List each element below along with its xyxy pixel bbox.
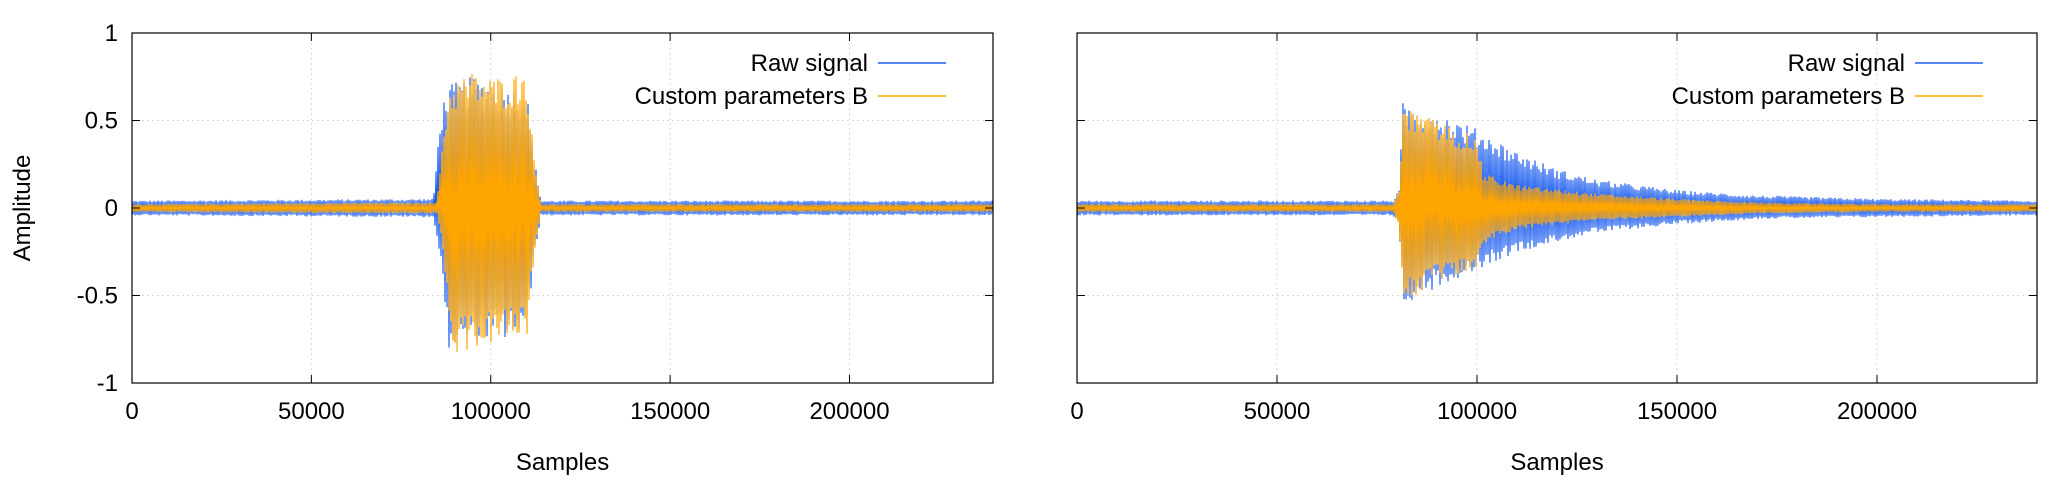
legend-label: Custom parameters B <box>635 83 868 110</box>
x-tick-label: 150000 <box>1637 398 1717 425</box>
series-line-custom-parameters-b <box>131 73 994 352</box>
legend-label: Custom parameters B <box>1672 83 1905 110</box>
right-chart-panel: 0 50000 100000 150000 200000 Samples Raw signa… <box>1070 32 2038 476</box>
series-line-raw-signal <box>1076 103 2038 300</box>
legend-label: Raw signal <box>1788 50 1905 77</box>
x-tick-label: 0 <box>125 398 138 425</box>
y-tick-label: -0.5 <box>77 283 118 310</box>
y-tick-label: 1 <box>105 20 118 47</box>
legend: Raw signal Custom parameters B <box>1672 50 1983 110</box>
left-chart-panel: 0 50000 100000 150000 200000 -1 -0.5 0 0.5 1 Sampl… <box>9 20 994 476</box>
series-line-custom-parameters-b <box>1076 111 2038 296</box>
x-axis-label: Samples <box>516 449 609 476</box>
x-tick-label: 100000 <box>451 398 531 425</box>
y-tick-label: 0.5 <box>85 108 118 135</box>
series-line-raw-signal <box>131 77 994 348</box>
x-tick-label: 200000 <box>1837 398 1917 425</box>
x-tick-label: 150000 <box>630 398 710 425</box>
y-tick-label: -1 <box>97 370 118 397</box>
y-axis-label: Amplitude <box>9 155 36 262</box>
legend-label: Raw signal <box>751 50 868 77</box>
x-tick-label: 100000 <box>1437 398 1517 425</box>
legend: Raw signal Custom parameters B <box>635 50 946 110</box>
x-axis-label: Samples <box>1510 449 1603 476</box>
x-tick-label: 200000 <box>809 398 889 425</box>
y-tick-label: 0 <box>105 195 118 222</box>
x-tick-label: 0 <box>1070 398 1083 425</box>
x-tick-label: 50000 <box>278 398 345 425</box>
x-tick-label: 50000 <box>1244 398 1311 425</box>
